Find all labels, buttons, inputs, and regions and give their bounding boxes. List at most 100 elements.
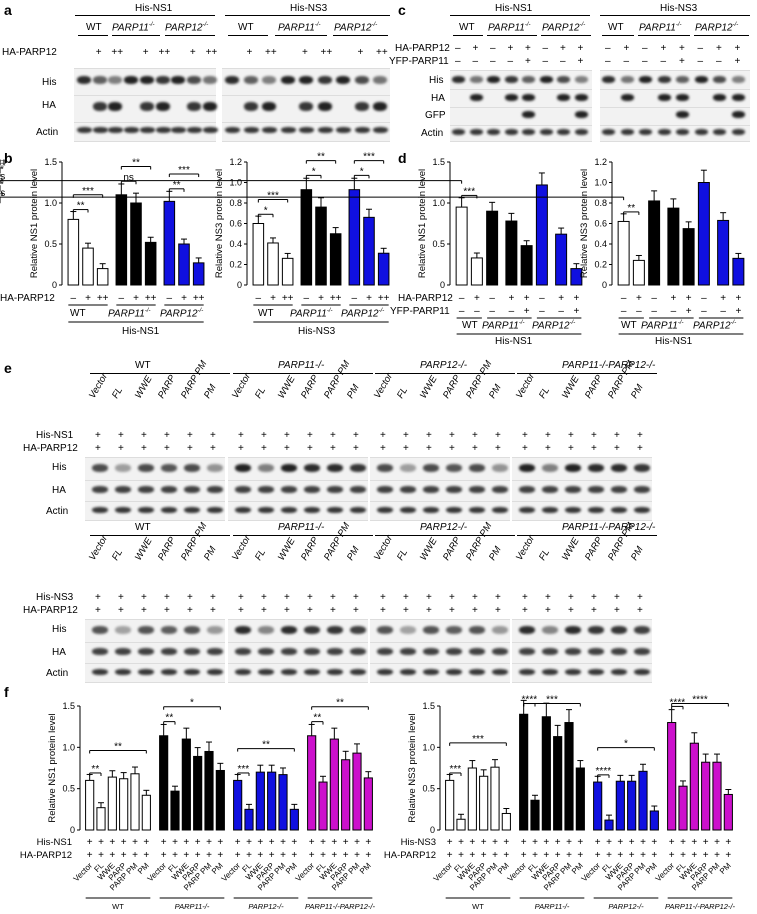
treatment-mark: + — [330, 430, 336, 441]
f-row-label: HA-PARP12 — [20, 850, 72, 861]
treatment-mark: – — [542, 56, 549, 67]
bar — [377, 252, 390, 286]
parp11-label-c: PARP11-/- — [488, 22, 531, 34]
panel-label-a: a — [4, 2, 12, 18]
treatment-mark: + — [95, 47, 102, 58]
treatment-mark: + — [703, 837, 709, 848]
f-group-label: WT — [472, 902, 484, 911]
panel-a: His-NS1 His-NS3 WT PARP11-/- PARP12-/- W… — [0, 0, 395, 145]
blot-band — [202, 102, 217, 111]
blot-band — [565, 669, 581, 675]
treatment-mark: + — [343, 850, 349, 861]
bar — [341, 759, 351, 831]
sig-label: ** — [0, 191, 4, 202]
bar — [648, 200, 661, 286]
y-tick-label: 1.0 — [44, 198, 57, 208]
e-construct-label: PM — [487, 382, 504, 401]
treatment-mark: + — [543, 850, 549, 861]
treatment-mark: ++ — [111, 47, 124, 58]
treatment-mark: + — [591, 605, 597, 616]
treatment-mark: + — [449, 592, 455, 603]
bar — [593, 781, 603, 831]
treatment-mark: + — [217, 837, 223, 848]
blot-band — [602, 129, 615, 135]
sig-label: ** — [627, 203, 635, 214]
blot-band — [377, 486, 393, 493]
blot-band — [184, 464, 200, 472]
treatment-mark: – — [509, 306, 515, 317]
blot-band — [557, 94, 570, 101]
treatment-mark: + — [660, 43, 667, 54]
his-ns3-header-c: His-NS3 — [660, 3, 698, 14]
blot-band — [634, 507, 650, 513]
bar — [119, 778, 129, 831]
his-ns3-header: His-NS3 — [290, 3, 328, 14]
blot-band — [446, 626, 462, 634]
treatment-mark: + — [568, 605, 574, 616]
blot-band — [611, 464, 627, 472]
bar — [467, 767, 477, 831]
blot-band — [634, 626, 650, 634]
treatment-mark: – — [71, 293, 77, 304]
treatment-mark: + — [343, 837, 349, 848]
bar — [490, 766, 500, 831]
blot-band — [611, 648, 627, 655]
wt-label-c: WT — [459, 22, 475, 33]
treatment-mark: – — [642, 56, 648, 67]
treatment-mark: + — [87, 837, 93, 848]
treatment-mark: + — [187, 605, 193, 616]
blot-band — [634, 648, 650, 655]
bar — [178, 243, 190, 286]
treatment-mark: + — [121, 850, 127, 861]
e-construct-label: PARP — [299, 535, 322, 563]
treatment-mark: + — [206, 837, 212, 848]
treatment-mark: – — [256, 293, 262, 304]
e-group-header: PARP12-/- — [420, 360, 468, 371]
b-wt-label: WT — [70, 308, 86, 319]
blot-band — [186, 102, 201, 111]
blot-band — [155, 127, 171, 133]
blot-band — [161, 486, 177, 493]
treatment-mark: + — [320, 850, 326, 861]
blot-band — [400, 648, 416, 655]
blot-band — [186, 127, 202, 133]
treatment-mark: + — [669, 837, 675, 848]
treatment-mark: + — [261, 430, 267, 441]
category-label: Vector — [580, 861, 603, 884]
treatment-mark: + — [670, 293, 676, 304]
sig-label: *** — [267, 191, 279, 202]
blot-band — [235, 464, 251, 472]
bar — [252, 223, 265, 286]
treatment-mark: + — [141, 605, 147, 616]
treatment-mark: – — [720, 306, 726, 317]
blot-band — [446, 648, 462, 655]
treatment-mark: + — [246, 47, 253, 58]
treatment-mark: + — [426, 592, 432, 603]
e-blot-actin — [228, 501, 368, 521]
parp12-label-c: PARP12-/- — [542, 22, 586, 34]
treatment-mark: + — [522, 605, 528, 616]
treatment-mark: + — [161, 837, 167, 848]
parp11-label: PARP11-/- — [112, 22, 155, 34]
gfp-label-c: GFP — [425, 110, 446, 121]
treatment-mark: + — [95, 443, 101, 454]
e-his-label: His — [52, 462, 67, 473]
sig-label: *** — [82, 186, 94, 197]
e-construct-label: FL — [395, 385, 411, 401]
treatment-mark: + — [87, 850, 93, 861]
treatment-mark: – — [697, 56, 704, 67]
y-tick-label: 1.5 — [44, 157, 57, 167]
treatment-mark: + — [164, 430, 170, 441]
treatment-mark: + — [606, 850, 612, 861]
treatment-mark: + — [95, 430, 101, 441]
y-tick-label: 0 — [440, 280, 445, 290]
e-construct-label: Vector — [372, 533, 396, 563]
y-tick-label: 0.6 — [229, 219, 242, 229]
treatment-mark: + — [85, 293, 91, 304]
blot-band — [522, 111, 535, 118]
f-group-label: PARP11-/- — [535, 902, 570, 911]
blot-band — [634, 486, 650, 493]
treatment-mark: + — [606, 837, 612, 848]
treatment-mark: + — [725, 837, 731, 848]
